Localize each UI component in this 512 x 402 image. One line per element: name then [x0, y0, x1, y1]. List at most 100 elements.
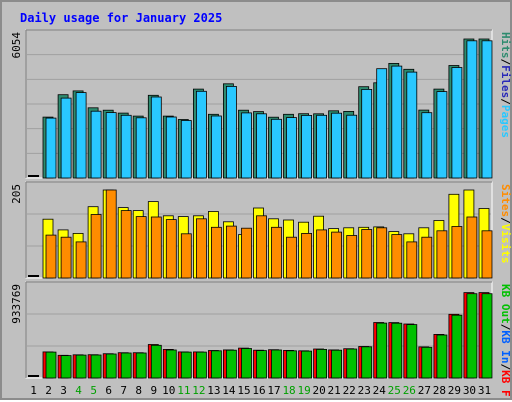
bar-kb-in-day-23: [361, 346, 373, 379]
day-label-1: 1: [30, 384, 37, 397]
bar-sites-day-8: [135, 216, 147, 279]
bar-kb-in-day-8: [135, 352, 147, 379]
day-label-30: 30: [463, 384, 476, 397]
bar-kb-in-day-25: [391, 322, 403, 379]
legend-entry: Sites: [499, 184, 512, 217]
bar-sites-day-31: [481, 230, 493, 279]
bar-kb-in-day-31: [481, 293, 493, 379]
bar-sites-day-21: [331, 231, 343, 279]
bar-sites-day-30: [466, 216, 478, 279]
day-label-20: 20: [313, 384, 326, 397]
bar-files-day-13: [210, 115, 222, 179]
legend-entry: /: [499, 364, 512, 371]
bar-files-day-31: [481, 40, 493, 179]
bar-files-day-18: [286, 117, 297, 179]
day-label-6: 6: [105, 384, 112, 397]
day-label-13: 13: [207, 384, 220, 397]
bar-kb-in-day-12: [195, 351, 207, 379]
bar-kb-in-day-15: [241, 348, 252, 379]
bar-files-day-22: [346, 114, 358, 179]
bar-sites-day-24: [376, 227, 388, 279]
day1-baseline: [28, 275, 40, 277]
legend-entry: /: [499, 98, 512, 105]
bar-sites-day-19: [301, 232, 313, 279]
bar-sites-day-11: [180, 233, 192, 279]
bar-sites-day-23: [361, 229, 373, 279]
bar-kb-in-day-18: [286, 350, 297, 379]
bar-kb-in-day-5: [90, 354, 102, 379]
day-label-10: 10: [162, 384, 175, 397]
bar-sites-day-26: [406, 241, 418, 279]
bar-kb-in-day-28: [436, 334, 448, 379]
legend-visits-sites: Sites/Visits: [499, 184, 512, 264]
bar-files-day-12: [195, 90, 207, 179]
bar-sites-day-27: [421, 236, 433, 279]
bar-kb-in-day-11: [180, 351, 192, 379]
day-label-14: 14: [222, 384, 236, 397]
day-label-27: 27: [418, 384, 431, 397]
bar-sites-day-10: [165, 219, 177, 279]
bar-kb-in-day-6: [105, 353, 117, 379]
ymax-label: 205: [10, 184, 23, 204]
bar-sites-day-7: [120, 210, 132, 279]
bar-files-day-20: [316, 114, 328, 179]
day-label-25: 25: [388, 384, 401, 397]
bar-files-day-10: [165, 116, 177, 179]
bar-files-day-11: [180, 120, 192, 179]
bar-kb-in-day-30: [466, 293, 478, 379]
bar-files-day-24: [376, 68, 388, 179]
bar-sites-day-16: [256, 215, 267, 279]
bar-kb-in-day-21: [331, 349, 343, 379]
bar-files-day-8: [135, 117, 147, 179]
bar-kb-in-day-14: [225, 349, 237, 379]
bar-sites-day-17: [271, 226, 282, 279]
bar-sites-day-28: [436, 230, 448, 279]
bar-kb-in-day-3: [60, 355, 72, 379]
bar-kb-in-day-9: [150, 344, 162, 379]
bar-files-day-5: [90, 110, 102, 179]
bar-files-day-30: [466, 40, 478, 179]
bar-files-day-25: [391, 65, 403, 179]
legend-entry: Hits: [499, 32, 512, 59]
bar-sites-day-12: [195, 218, 207, 279]
bar-kb-in-day-2: [45, 351, 57, 379]
day1-baseline: [28, 175, 40, 177]
bar-sites-day-2: [45, 234, 57, 279]
bar-kb-in-day-17: [271, 349, 282, 379]
ymax-label: 6054: [10, 32, 23, 59]
bar-sites-day-15: [241, 227, 252, 279]
day-label-31: 31: [478, 384, 491, 397]
legend-entry: /: [499, 324, 512, 331]
bar-sites-day-6: [105, 189, 117, 279]
day-label-8: 8: [135, 384, 142, 397]
bar-kb-in-day-13: [210, 350, 222, 379]
bar-kb-in-day-24: [376, 322, 388, 379]
legend-entry: Visits: [499, 224, 512, 264]
bar-files-day-17: [271, 118, 282, 179]
bar-kb-in-day-7: [120, 352, 132, 379]
bar-files-day-15: [241, 112, 252, 179]
bar-sites-day-5: [90, 214, 102, 279]
bar-files-day-7: [120, 114, 132, 179]
bar-files-day-16: [256, 113, 267, 179]
bar-files-day-6: [105, 112, 117, 179]
legend-entry: KB In: [499, 330, 512, 363]
bar-sites-day-4: [75, 241, 87, 279]
bar-files-day-9: [150, 96, 162, 179]
bar-sites-day-22: [346, 235, 358, 279]
day-label-9: 9: [150, 384, 157, 397]
legend-entry: KB F: [499, 370, 512, 397]
day-label-3: 3: [60, 384, 67, 397]
legend-entry: /: [499, 217, 512, 224]
day-label-11: 11: [177, 384, 190, 397]
bar-files-day-27: [421, 112, 433, 179]
day-label-23: 23: [358, 384, 371, 397]
bar-kb-in-day-19: [301, 350, 313, 379]
legend-entry: /: [499, 59, 512, 66]
day-label-15: 15: [237, 384, 250, 397]
legend-entry: Files: [499, 65, 512, 98]
bar-sites-day-18: [286, 236, 297, 279]
bar-kb-in-day-20: [316, 348, 328, 379]
bar-files-day-14: [225, 86, 237, 179]
bar-files-day-4: [75, 92, 87, 179]
